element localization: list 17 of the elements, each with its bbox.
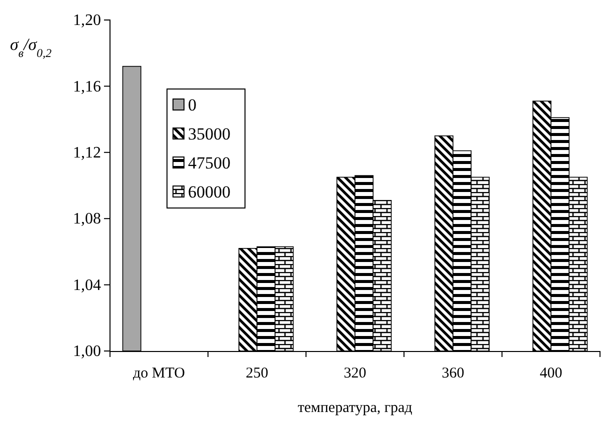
y-tick-label: 1,08 (73, 210, 101, 228)
y-tick-label: 1,12 (73, 144, 101, 162)
x-tick-label: 250 (246, 366, 268, 382)
x-axis-title: температура, град (298, 400, 413, 416)
y-tick-label: 1,00 (73, 343, 101, 360)
y-tick-label: 1,20 (73, 12, 101, 30)
y-tick-label: 1,16 (73, 78, 101, 96)
legend-label: 0 (188, 96, 196, 114)
legend-label: 60000 (188, 182, 230, 202)
legend-label: 35000 (188, 124, 230, 144)
y-tick-label: 1,04 (73, 276, 101, 294)
x-tick-label: 320 (344, 366, 366, 382)
x-tick-label: 360 (442, 366, 464, 382)
y-axis-title: σ$_{в}$/σ$_{0,2}$ (10, 35, 52, 60)
x-tick-label: до МТО (132, 366, 186, 382)
legend-label: 47500 (188, 154, 230, 172)
x-tick-label: 400 (540, 366, 562, 382)
